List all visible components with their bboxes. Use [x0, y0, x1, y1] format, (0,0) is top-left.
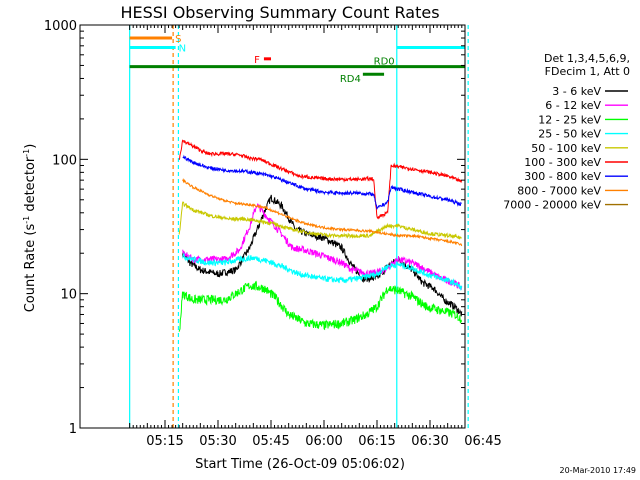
flag-label: S [175, 34, 181, 45]
legend-label: 7000 - 20000 keV [503, 199, 601, 212]
y-label-part: Count Rate (s [23, 224, 38, 313]
series-line [182, 177, 463, 247]
series-line [182, 203, 463, 290]
legend-label: 12 - 25 keV [538, 113, 601, 126]
chart-title: HESSI Observing Summary Count Rates [120, 3, 439, 22]
axis-ticks: 1 10 100 1000 05:15 05:30 05:45 06:00 06:15 06:30… [44, 19, 502, 449]
x-axis-label: Start Time (26-Oct-09 05:06:02) [195, 457, 405, 472]
x-tick-label: 05:15 [146, 434, 183, 449]
y-label-exp: -1 [22, 216, 31, 224]
series-line [182, 154, 462, 210]
y-label-exp: -1 [22, 149, 31, 157]
series-line [182, 194, 463, 317]
state-flags: SN F RD0 RD4 [129, 34, 465, 85]
x-tick-label: 06:45 [464, 434, 501, 449]
legend-label: 50 - 100 keV [531, 142, 601, 155]
legend-label: 300 - 800 keV [524, 170, 601, 183]
y-label-part: ) [23, 144, 38, 149]
series-lines [178, 139, 463, 332]
timestamp: 20-Mar-2010 17:49 [560, 466, 637, 475]
legend-header: FDecim 1, Att 0 [545, 65, 630, 78]
x-tick-label: 06:15 [358, 434, 395, 449]
y-label-part: detector [23, 156, 38, 216]
legend-label: 800 - 7000 keV [517, 184, 601, 197]
x-tick-label: 05:30 [199, 434, 236, 449]
x-tick-label: 06:00 [305, 434, 342, 449]
series-line [182, 252, 463, 291]
series-line [178, 139, 462, 220]
legend-label: 6 - 12 keV [545, 99, 601, 112]
flag-label: F [254, 55, 260, 66]
series-line [178, 280, 462, 332]
flag-label: RD0 [374, 57, 395, 68]
x-tick-label: 06:30 [411, 434, 448, 449]
y-tick-label: 100 [52, 153, 77, 168]
flag-label: N [179, 43, 186, 54]
legend-label: 100 - 300 keV [524, 156, 601, 169]
flag-label: RD4 [340, 74, 361, 85]
legend-header: Det 1,3,4,5,6,9, [544, 52, 630, 65]
legend: Det 1,3,4,5,6,9,FDecim 1, Att 0 3 - 6 keV… [503, 52, 630, 212]
x-tick-label: 05:45 [252, 434, 289, 449]
y-tick-label: 10 [60, 288, 77, 303]
legend-label: 3 - 6 keV [552, 85, 601, 98]
legend-label: 25 - 50 keV [538, 128, 601, 141]
y-axis-label: Count Rate (s-1 detector-1) [22, 144, 38, 313]
y-tick-label: 1000 [44, 19, 77, 34]
series-line [178, 201, 462, 240]
y-tick-label: 1 [69, 422, 77, 437]
plot-frame [79, 24, 466, 429]
